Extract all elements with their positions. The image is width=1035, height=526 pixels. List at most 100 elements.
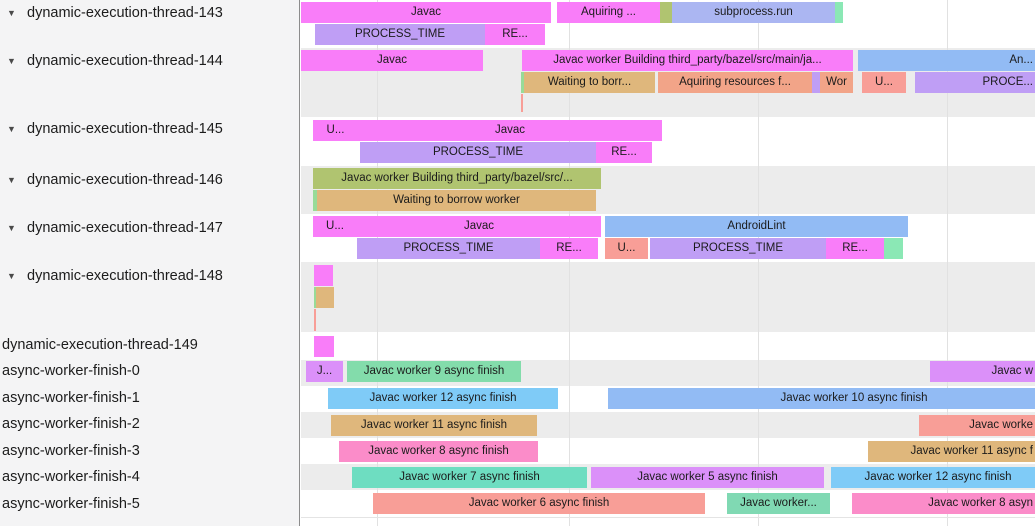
trace-slice[interactable]: PROCESS_TIME [360, 142, 596, 163]
sidebar-track-row-dynamic-execution-thread-146[interactable]: ▼ dynamic-execution-thread-146 [0, 171, 300, 191]
trace-slice[interactable]: Javac [358, 120, 662, 141]
track-label: async-worker-finish-0 [2, 363, 140, 379]
sidebar-track-row-async-worker-finish-5[interactable]: async-worker-finish-5 [0, 495, 300, 515]
trace-slice[interactable] [660, 2, 672, 23]
trace-slice[interactable]: U... [313, 216, 357, 237]
trace-slice[interactable] [314, 265, 333, 286]
trace-slice[interactable] [314, 287, 316, 308]
trace-slice-label: AndroidLint [727, 220, 786, 232]
trace-slice[interactable] [521, 94, 523, 112]
trace-slice[interactable]: U... [313, 120, 358, 141]
track-band [301, 516, 1035, 526]
trace-slice[interactable] [314, 336, 334, 357]
trace-slice[interactable]: subprocess.run [672, 2, 835, 23]
sidebar-track-row-async-worker-finish-3[interactable]: async-worker-finish-3 [0, 442, 300, 462]
collapse-arrow-icon[interactable]: ▼ [7, 175, 16, 185]
track-label: dynamic-execution-thread-148 [27, 268, 223, 284]
trace-slice[interactable]: Javac worker 8 async finish [339, 441, 538, 462]
sidebar-track-row-dynamic-execution-thread-144[interactable]: ▼ dynamic-execution-thread-144 [0, 52, 300, 72]
trace-slice[interactable]: U... [605, 238, 648, 259]
sidebar-track-row-async-worker-finish-2[interactable]: async-worker-finish-2 [0, 415, 300, 435]
track-label: async-worker-finish-2 [2, 416, 140, 432]
trace-slice[interactable]: RE... [540, 238, 598, 259]
trace-slice[interactable] [316, 287, 334, 308]
trace-slice[interactable]: Javac worker 11 async f [868, 441, 1035, 462]
sidebar-track-row-async-worker-finish-1[interactable]: async-worker-finish-1 [0, 389, 300, 409]
trace-slice[interactable]: Javac [357, 216, 601, 237]
trace-slice[interactable]: Javac worker 5 async finish [591, 467, 824, 488]
trace-slice[interactable]: Javac worker 6 async finish [373, 493, 705, 514]
trace-slice[interactable]: Javac [301, 50, 483, 71]
trace-slice-label: J... [316, 365, 333, 377]
track-label: dynamic-execution-thread-149 [2, 337, 198, 353]
trace-slice[interactable]: RE... [596, 142, 652, 163]
trace-slice[interactable]: Waiting to borrow worker [317, 190, 596, 211]
trace-slice[interactable]: PROCESS_TIME [315, 24, 485, 45]
sidebar-track-row-dynamic-execution-thread-143[interactable]: ▼ dynamic-execution-thread-143 [0, 4, 300, 24]
sidebar-track-row-async-worker-finish-0[interactable]: async-worker-finish-0 [0, 362, 300, 382]
gridline [758, 0, 759, 526]
trace-slice[interactable]: Javac [301, 2, 551, 23]
trace-slice[interactable]: Javac worker 12 async finish [831, 467, 1035, 488]
sidebar-track-row-dynamic-execution-thread-149[interactable]: dynamic-execution-thread-149 [0, 336, 300, 356]
trace-slice[interactable]: Javac worke [919, 415, 1035, 436]
timeline-panel[interactable]: Javac Aquiring ... subprocess.run PROCESS_T… [301, 0, 1035, 526]
trace-slice[interactable] [313, 190, 317, 211]
trace-slice[interactable]: Javac worker 8 asyn [852, 493, 1035, 514]
track-label: dynamic-execution-thread-147 [27, 220, 223, 236]
trace-slice[interactable]: PROCESS_TIME [650, 238, 826, 259]
trace-slice[interactable]: RE... [485, 24, 545, 45]
trace-slice-label: Wor [826, 76, 847, 88]
trace-slice[interactable]: Javac worker Building third_party/bazel/… [313, 168, 601, 189]
sidebar-track-row-dynamic-execution-thread-147[interactable]: ▼ dynamic-execution-thread-147 [0, 219, 300, 239]
collapse-arrow-icon[interactable]: ▼ [7, 8, 16, 18]
track-name-sidebar: ▼ dynamic-execution-thread-143 ▼ dynamic-ex… [0, 0, 300, 526]
collapse-arrow-icon[interactable]: ▼ [7, 271, 16, 281]
trace-slice[interactable]: RE... [826, 238, 884, 259]
trace-slice[interactable]: U... [862, 72, 906, 93]
trace-slice[interactable]: PROCE... [915, 72, 1035, 93]
sidebar-track-row-dynamic-execution-thread-145[interactable]: ▼ dynamic-execution-thread-145 [0, 120, 300, 140]
trace-slice-label: RE... [842, 242, 868, 254]
trace-slice[interactable]: Javac worker 9 async finish [347, 361, 521, 382]
trace-slice-label: RE... [502, 28, 528, 40]
trace-slice[interactable]: PROCESS_TIME [357, 238, 540, 259]
trace-slice[interactable]: Aquiring resources f... [658, 72, 812, 93]
collapse-arrow-icon[interactable]: ▼ [7, 56, 16, 66]
track-band [301, 332, 1035, 360]
trace-slice[interactable] [812, 72, 820, 93]
trace-slice[interactable] [521, 72, 524, 93]
trace-slice[interactable]: Javac worker Building third_party/bazel/… [522, 50, 853, 71]
trace-slice-label: An... [1009, 54, 1033, 66]
trace-slice-label: Javac worker Building third_party/bazel/… [553, 54, 822, 66]
collapse-arrow-icon[interactable]: ▼ [7, 223, 16, 233]
trace-slice[interactable]: J... [306, 361, 343, 382]
trace-slice[interactable]: Aquiring ... [557, 2, 660, 23]
trace-slice-label: PROCESS_TIME [354, 28, 446, 40]
trace-slice-label: Javac worker 9 async finish [363, 365, 505, 377]
trace-slice[interactable]: Javac worker 11 async finish [331, 415, 537, 436]
trace-slice[interactable] [884, 238, 903, 259]
trace-slice[interactable]: Wor [820, 72, 853, 93]
trace-slice-label: Javac worker 11 async f [910, 445, 1033, 457]
trace-slice-label: Aquiring ... [581, 6, 636, 18]
trace-slice[interactable] [314, 309, 316, 331]
trace-slice-label: Javac worker Building third_party/bazel/… [341, 172, 573, 184]
trace-slice[interactable] [835, 2, 843, 23]
sidebar-track-row-dynamic-execution-thread-148[interactable]: ▼ dynamic-execution-thread-148 [0, 267, 300, 287]
trace-slice[interactable]: Waiting to borr... [524, 72, 655, 93]
trace-slice[interactable]: Javac worker... [727, 493, 830, 514]
collapse-arrow-icon[interactable]: ▼ [7, 124, 16, 134]
sidebar-track-row-async-worker-finish-4[interactable]: async-worker-finish-4 [0, 468, 300, 488]
trace-slice[interactable]: Javac w [930, 361, 1035, 382]
trace-slice-label: Javac [376, 54, 408, 66]
trace-slice-label: Javac worker 8 asyn [928, 497, 1033, 509]
trace-slice[interactable]: An... [858, 50, 1035, 71]
trace-slice[interactable]: Javac worker 7 async finish [352, 467, 587, 488]
track-label: async-worker-finish-3 [2, 443, 140, 459]
trace-slice-label: U... [875, 76, 893, 88]
trace-slice[interactable]: Javac worker 10 async finish [608, 388, 1035, 409]
trace-slice[interactable]: AndroidLint [605, 216, 908, 237]
trace-slice[interactable]: Javac worker 12 async finish [328, 388, 558, 409]
trace-slice-label: U... [617, 242, 636, 254]
